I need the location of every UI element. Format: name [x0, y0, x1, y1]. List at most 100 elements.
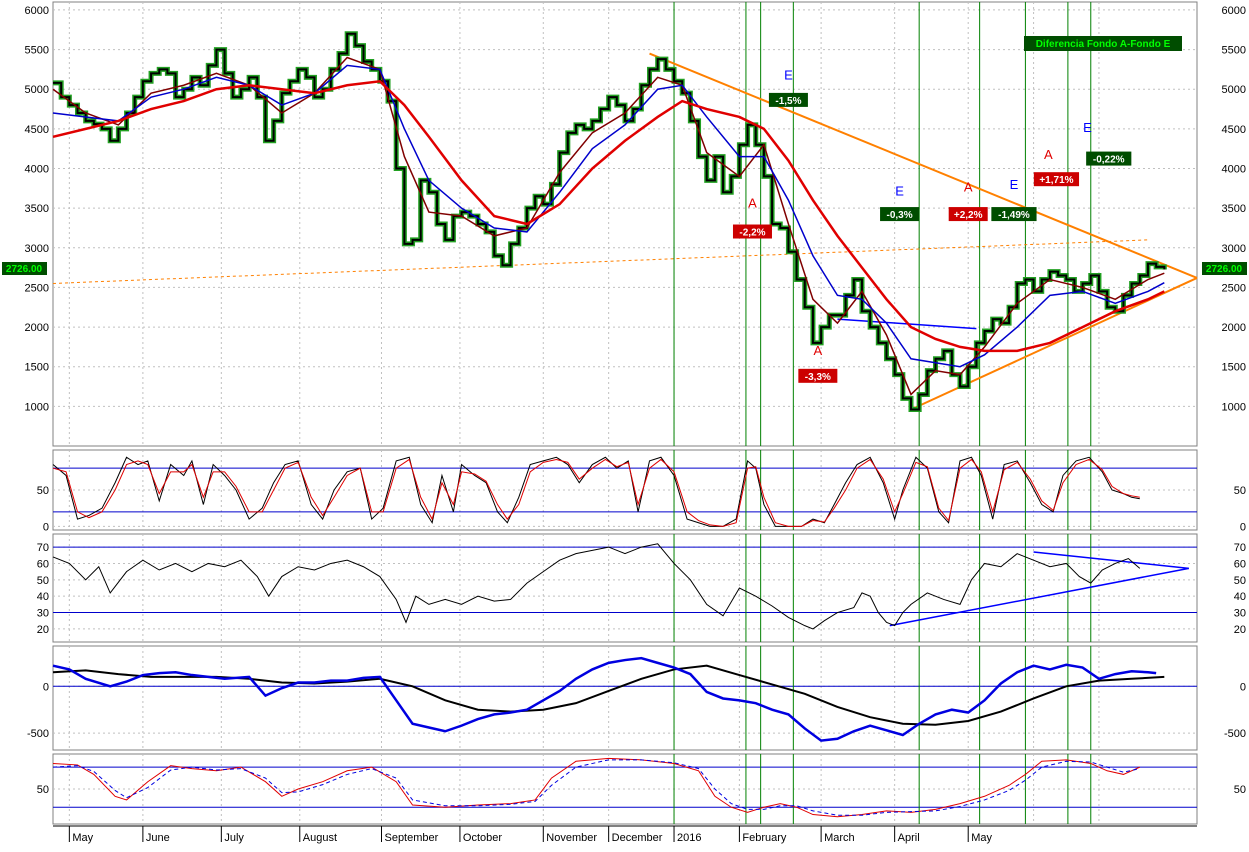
last-value-right: 2726.00 — [1206, 264, 1243, 275]
annotation-badge: -0,3% — [886, 210, 912, 221]
annotation-letter: E — [1010, 177, 1019, 192]
series-lines — [52, 31, 1167, 818]
annotation-letter: E — [1083, 120, 1092, 135]
x-tick-label: March — [824, 832, 855, 844]
annotation-badge: +1,71% — [1039, 175, 1073, 186]
y-tick-right: 0 — [1240, 521, 1246, 533]
trendline — [889, 567, 1189, 627]
y-tick-left: 50 — [37, 485, 49, 497]
x-tick-label: July — [224, 832, 244, 844]
y-tick-right: 60 — [1234, 558, 1246, 570]
y-tick-left: -500 — [27, 728, 49, 740]
annotation-letter: E — [895, 183, 904, 198]
annotation-letter: A — [748, 195, 757, 210]
last-value-labels: 2726.00 2726.00 — [2, 262, 1247, 275]
y-tick-left: 1000 — [25, 401, 49, 413]
annotation-letter: A — [1044, 147, 1053, 162]
x-tick-label: September — [384, 832, 438, 844]
x-tick-label: June — [146, 832, 170, 844]
x-tick-label: 2016 — [677, 832, 701, 844]
annotation-badge-bg — [798, 368, 838, 383]
series-price-ma_long — [52, 79, 1165, 353]
y-tick-right: 70 — [1234, 542, 1246, 554]
x-tick-label: February — [742, 832, 787, 844]
annotation-badge-bg — [880, 207, 920, 222]
annotation-badge: -0,22% — [1093, 155, 1125, 166]
y-tick-left: 5000 — [25, 84, 49, 96]
annotation-badge-bg — [1086, 151, 1132, 166]
annotation-badge-bg — [1033, 172, 1080, 187]
annotation-badge: -1,5% — [775, 96, 801, 107]
y-tick-left: 30 — [37, 608, 49, 620]
chart-title: Diferencia Fondo A-Fondo E — [1036, 39, 1171, 50]
x-axis: May June July August September October Novembe… — [53, 825, 1197, 844]
y-tick-left: 5500 — [25, 45, 49, 57]
y-tick-left: 2500 — [25, 282, 49, 294]
y-tick-right: 4000 — [1222, 164, 1246, 176]
series-stochastic-k — [52, 456, 1140, 527]
y-tick-right: 1500 — [1222, 362, 1246, 374]
y-tick-right: 50 — [1234, 784, 1246, 796]
annotation-letter: A — [964, 179, 973, 194]
y-tick-left: 20 — [37, 624, 49, 636]
y-tick-left: 2000 — [25, 322, 49, 334]
y-tick-left: 3500 — [25, 203, 49, 215]
y-tick-right: 50 — [1234, 575, 1246, 587]
annotations: E -1,5% A -2,2% A -3,3% E -0,3% A +2,2% E -1,49% A +1… — [732, 68, 1132, 383]
y-tick-left: 0 — [43, 521, 49, 533]
x-tick-label: April — [898, 832, 920, 844]
trendline — [649, 52, 1198, 279]
y-tick-right: 2500 — [1222, 282, 1246, 294]
y-tick-right: 5000 — [1222, 84, 1246, 96]
y-tick-right: 40 — [1234, 591, 1246, 603]
y-tick-right: 50 — [1234, 485, 1246, 497]
series-price-ma_mid — [52, 64, 1165, 368]
title-box: Diferencia Fondo A-Fondo E — [1024, 36, 1182, 51]
series-stoch_slow-k — [52, 757, 1141, 818]
trendline — [52, 239, 1148, 284]
y-tick-left: 0 — [43, 681, 49, 693]
y-tick-left: 50 — [37, 575, 49, 587]
annotation-badge: -2,2% — [739, 228, 765, 239]
y-tick-right: 6000 — [1222, 5, 1246, 17]
annotation-badge-bg — [991, 207, 1037, 222]
trendline — [1033, 551, 1189, 570]
y-tick-left: 70 — [37, 542, 49, 554]
annotation-badge: +2,2% — [954, 210, 983, 221]
x-tick-label: May — [971, 832, 992, 844]
y-tick-right: -500 — [1224, 728, 1246, 740]
annotation-badge: -3,3% — [805, 372, 831, 383]
x-tick-label: December — [612, 832, 663, 844]
series-rsi-rsi — [52, 543, 1141, 630]
y-tick-left: 4000 — [25, 164, 49, 176]
annotation-letter: A — [814, 343, 823, 358]
panel-rsi — [52, 533, 1198, 643]
y-tick-right: 0 — [1240, 681, 1246, 693]
y-tick-right: 5500 — [1222, 45, 1246, 57]
series-price — [53, 32, 1166, 411]
y-tick-left: 6000 — [25, 5, 49, 17]
y-tick-left: 50 — [37, 784, 49, 796]
panel-price — [52, 1, 1198, 447]
last-value-left: 2726.00 — [6, 264, 43, 275]
y-tick-left: 4500 — [25, 124, 49, 136]
y-tick-right: 2000 — [1222, 322, 1246, 334]
y-tick-left: 3000 — [25, 243, 49, 255]
y-tick-right: 3500 — [1222, 203, 1246, 215]
annotation-badge-bg — [768, 92, 808, 107]
y-tick-right: 4500 — [1222, 124, 1246, 136]
y-tick-right: 30 — [1234, 608, 1246, 620]
series-stoch_slow-d — [52, 759, 1140, 816]
x-tick-label: May — [72, 832, 93, 844]
series-stochastic-d — [52, 458, 1140, 527]
y-tick-right: 1000 — [1222, 401, 1246, 413]
y-tick-left: 1500 — [25, 362, 49, 374]
annotation-badge: -1,49% — [998, 210, 1030, 221]
annotation-badge-bg — [948, 207, 988, 222]
y-tick-left: 60 — [37, 558, 49, 570]
x-tick-label: November — [546, 832, 597, 844]
series-macd-macd — [52, 656, 1157, 742]
y-tick-right: 20 — [1234, 624, 1246, 636]
